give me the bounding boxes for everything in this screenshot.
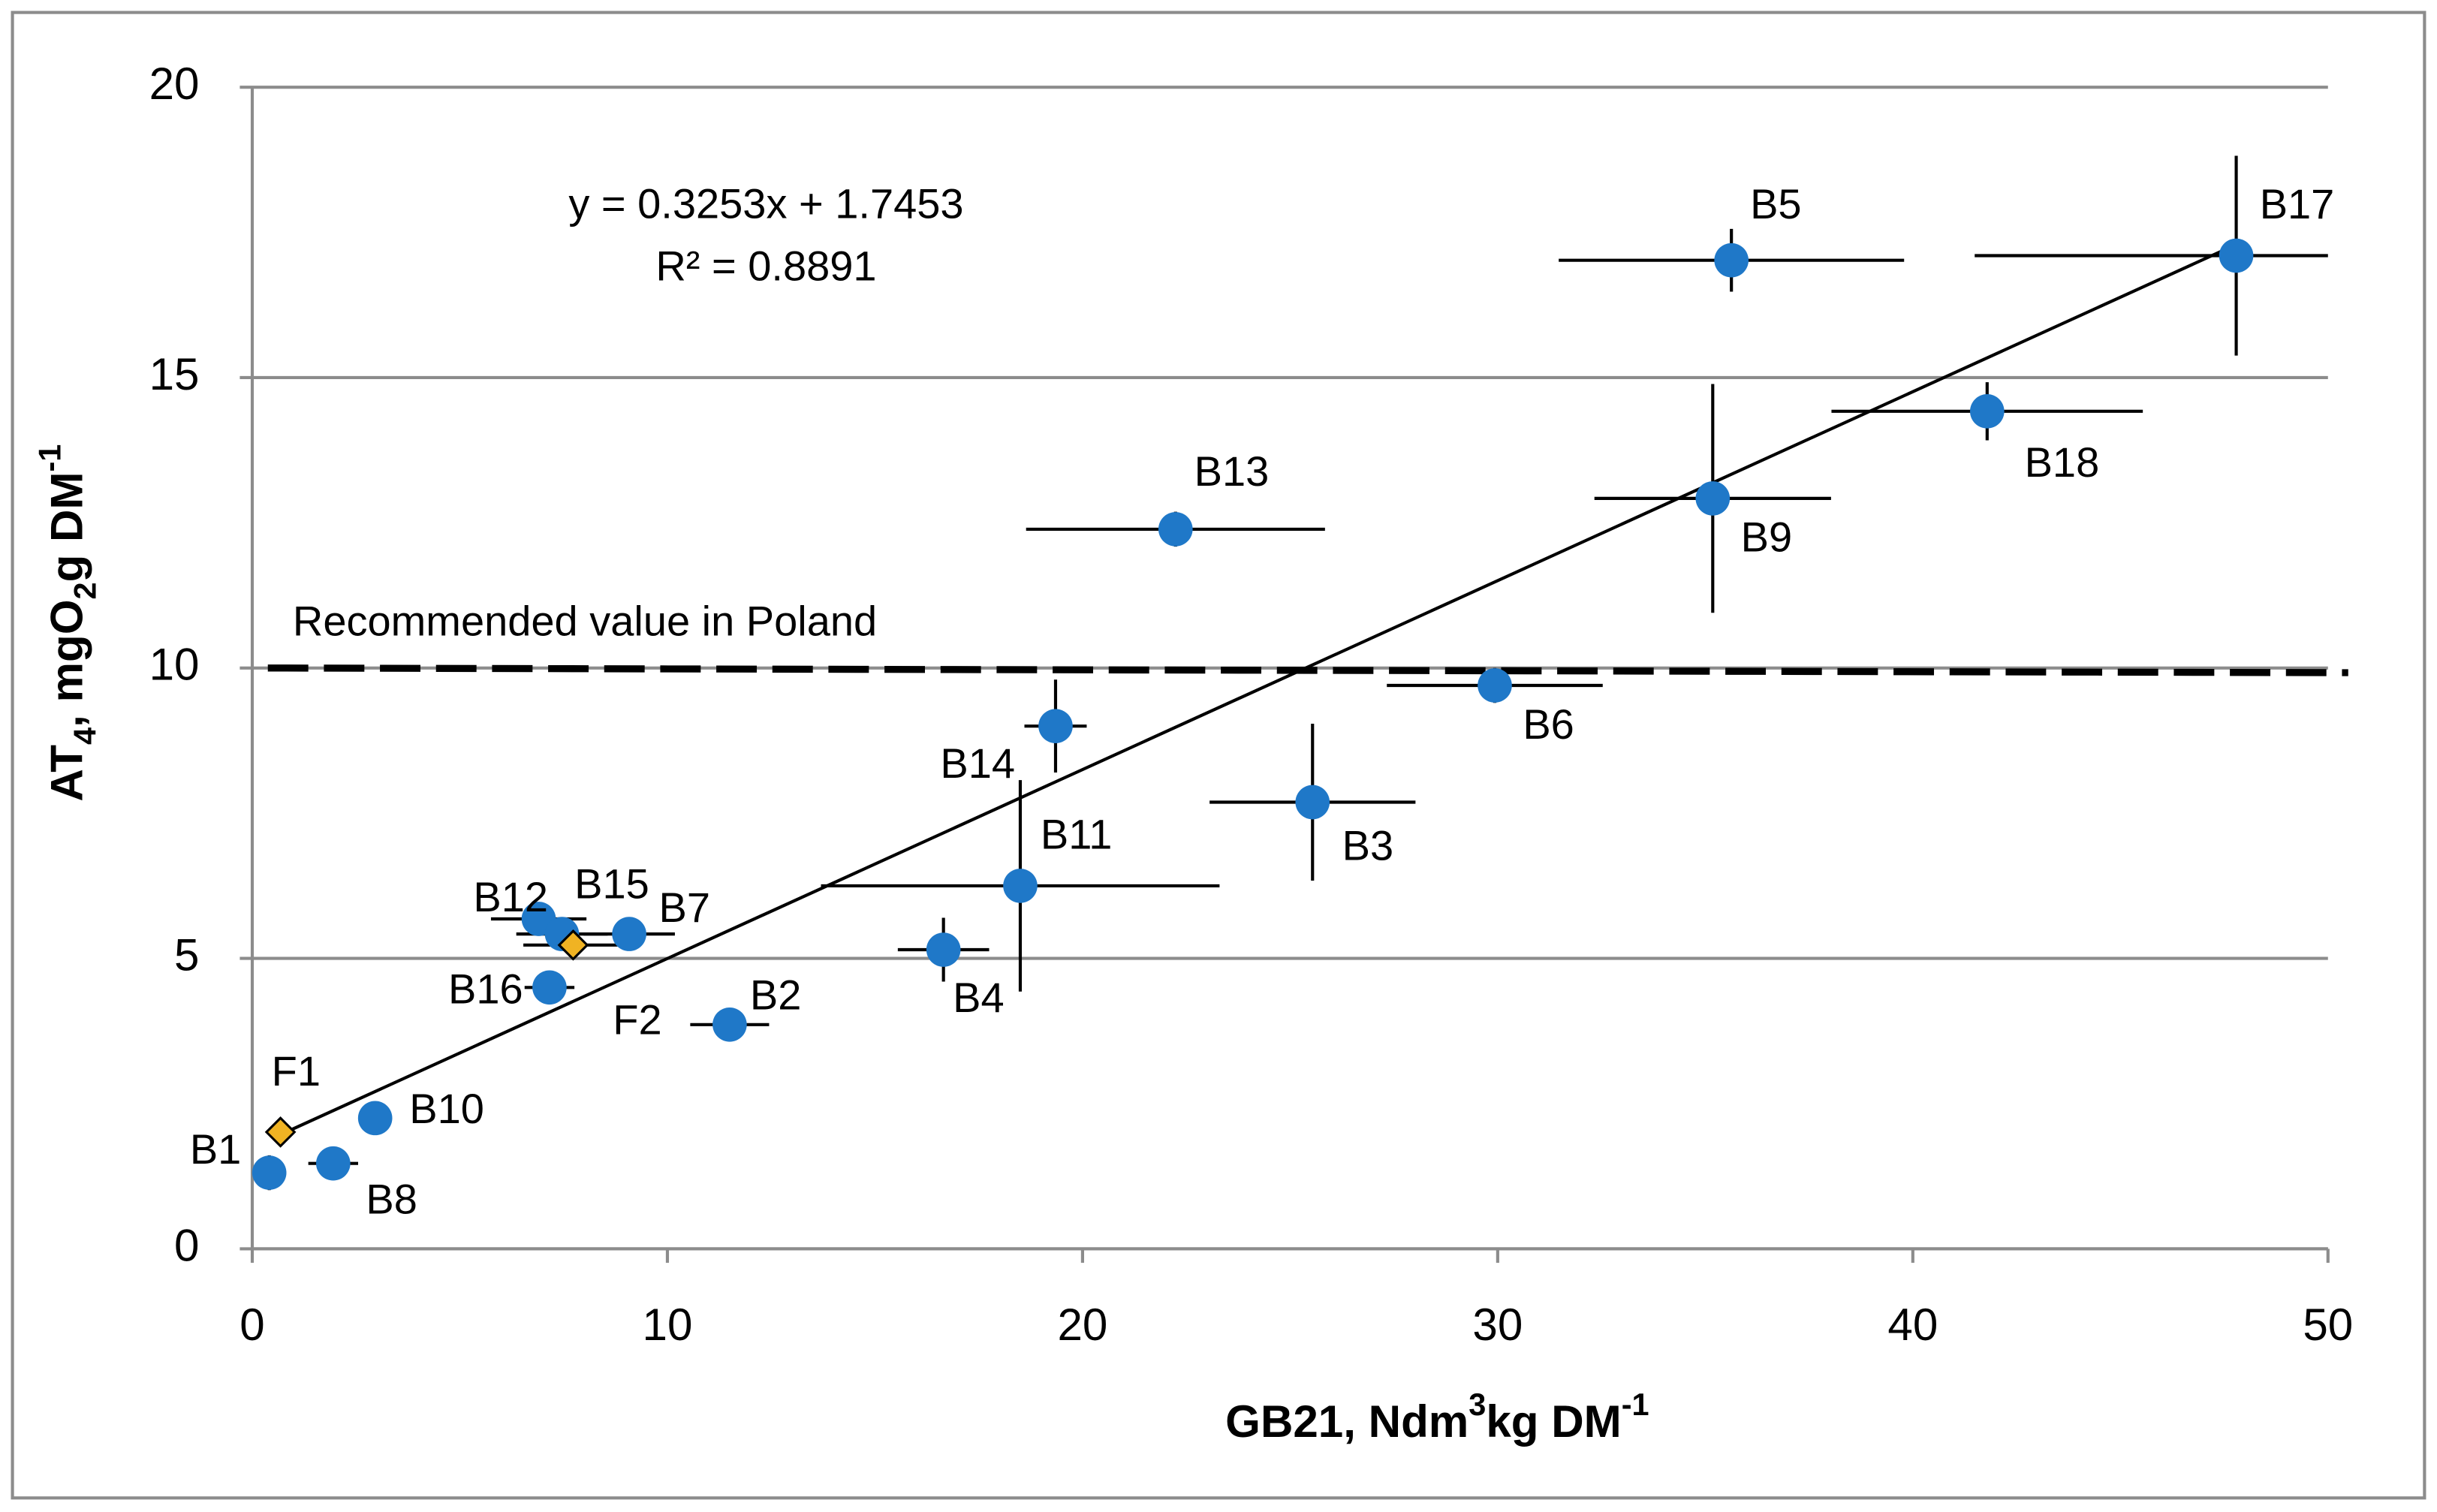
y-tick-label: 0 — [174, 1220, 199, 1270]
diamond-point — [557, 929, 589, 961]
point — [1695, 481, 1731, 516]
point — [2219, 238, 2254, 273]
point-label: B12 — [473, 873, 548, 920]
point-label: B17 — [2260, 180, 2335, 227]
point — [357, 1101, 393, 1136]
point-label: B2 — [750, 971, 802, 1018]
chart-border — [11, 11, 2426, 1500]
point-label: B14 — [940, 739, 1015, 787]
point-label: B10 — [409, 1085, 484, 1132]
point-label: B11 — [1041, 810, 1112, 857]
point-label: B15 — [574, 860, 649, 908]
point-label: B16 — [448, 965, 523, 1012]
y-axis-title: AT4, mgO2g DM-1 — [32, 444, 103, 802]
r-squared: R² = 0.8891 — [655, 242, 876, 290]
reference-line — [267, 664, 2348, 676]
point — [1714, 242, 1749, 278]
x-tick-label: 40 — [1887, 1300, 1938, 1350]
point — [1038, 709, 1073, 743]
point — [926, 932, 961, 967]
y-tick-label: 20 — [149, 59, 200, 109]
point — [316, 1146, 351, 1181]
axis-title-part: 3 — [1469, 1387, 1486, 1422]
axis-title-part: 4 — [68, 727, 103, 745]
point-label: F1 — [272, 1047, 321, 1095]
diamond-point — [264, 1116, 297, 1148]
point — [712, 1007, 747, 1042]
point — [1969, 394, 2005, 429]
trendline — [279, 242, 2237, 1137]
point-label: B13 — [1194, 447, 1270, 495]
axis-title-part: -1 — [32, 444, 68, 472]
point-label: B6 — [1523, 700, 1574, 748]
point-label: B4 — [953, 974, 1005, 1021]
point-label: B8 — [366, 1175, 417, 1222]
x-tick-label: 10 — [643, 1300, 693, 1350]
axis-title-part: kg DM — [1486, 1396, 1621, 1447]
point-label: B3 — [1342, 822, 1394, 869]
point-label: B7 — [658, 884, 709, 931]
y-tick-label: 5 — [174, 929, 199, 980]
axis-title-part: GB21, Ndm — [1225, 1396, 1469, 1447]
x-axis-title: GB21, Ndm3kg DM-1 — [1225, 1387, 1649, 1446]
point-label: B18 — [2025, 438, 2100, 486]
x-tick-label: 0 — [239, 1300, 264, 1350]
point — [1003, 869, 1038, 903]
point — [532, 970, 567, 1005]
x-tick-label: 20 — [1057, 1300, 1107, 1350]
point — [1478, 668, 1512, 703]
point — [1295, 785, 1330, 820]
point-label: B5 — [1750, 180, 1802, 227]
axis-title-part: , mgO — [41, 600, 92, 727]
point-label: F2 — [613, 995, 661, 1043]
x-tick-label: 50 — [2303, 1300, 2353, 1350]
y-tick-label: 15 — [149, 349, 200, 399]
equation: y = 0.3253x + 1.7453 — [568, 180, 963, 227]
axis-title-part: 2 — [68, 582, 103, 599]
axis-title-part: AT — [41, 745, 92, 802]
x-tick-label: 30 — [1472, 1300, 1523, 1350]
point — [252, 1155, 287, 1190]
point — [1158, 512, 1193, 547]
axis-title-part: g DM — [41, 471, 92, 582]
point-label: B1 — [190, 1125, 241, 1173]
axis-title-part: -1 — [1622, 1387, 1649, 1422]
y-tick-label: 10 — [149, 640, 200, 690]
point-label: B9 — [1741, 514, 1793, 561]
point — [612, 917, 646, 951]
reference-label: Recommended value in Poland — [293, 598, 877, 645]
